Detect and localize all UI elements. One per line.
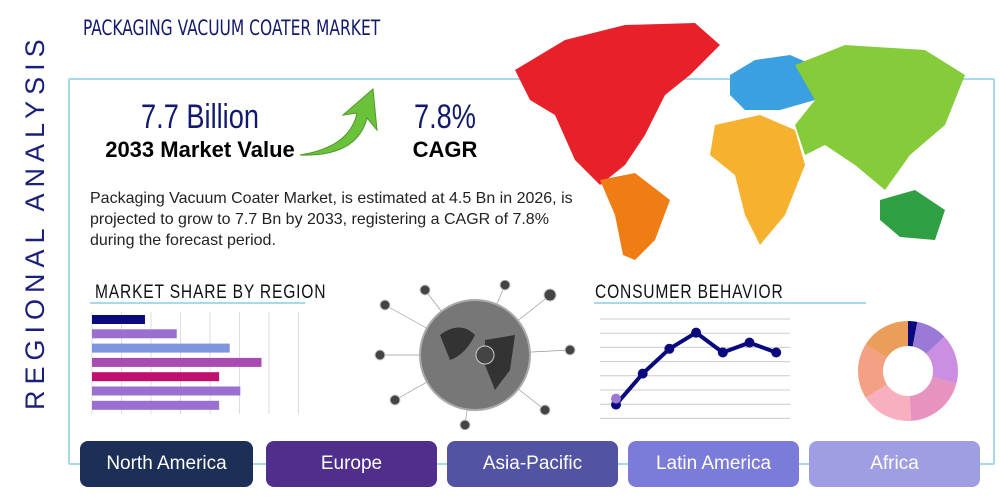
divider — [90, 302, 305, 304]
data-point — [664, 343, 675, 354]
consumer-donut-chart — [858, 321, 958, 421]
description: Packaging Vacuum Coater Market, is estim… — [90, 190, 573, 249]
data-point — [611, 393, 621, 404]
page-title: PACKAGING VACUUM COATER MARKET — [83, 16, 381, 40]
donut-slice — [912, 321, 945, 354]
market-value: 7.7 Billion — [141, 98, 259, 136]
bar — [92, 372, 220, 382]
data-point — [691, 327, 702, 338]
divider — [594, 302, 866, 304]
bar — [92, 315, 145, 324]
map-africa — [710, 115, 805, 245]
data-point — [771, 347, 782, 358]
donut-slice — [909, 377, 957, 421]
region-button-africa[interactable]: Africa — [809, 441, 980, 487]
side-label: REGIONAL ANALYSIS — [20, 33, 50, 410]
market-share-bar-chart — [91, 312, 299, 414]
donut-slice — [865, 321, 908, 358]
section-consumer-behavior: CONSUMER BEHAVIOR — [595, 282, 784, 303]
bar — [92, 343, 230, 353]
donut-slice — [865, 384, 912, 421]
data-point — [717, 347, 728, 358]
donut-slice — [908, 321, 918, 347]
map-asia — [795, 45, 965, 190]
donut-slice — [926, 336, 958, 384]
region-button-latin-america[interactable]: Latin America — [628, 441, 799, 487]
region-button-asia-pacific[interactable]: Asia-Pacific — [447, 441, 618, 487]
map-north-america — [515, 23, 720, 185]
data-point — [637, 368, 648, 379]
region-button-europe[interactable]: Europe — [266, 441, 437, 487]
cagr-value: 7.8% — [414, 98, 476, 136]
donut-slice — [858, 344, 887, 398]
region-button-north-america[interactable]: North America — [80, 441, 253, 487]
data-point — [744, 337, 755, 348]
network-globe-image — [374, 280, 576, 430]
consumer-behavior-line-chart — [600, 318, 790, 419]
bar — [92, 386, 241, 396]
growth-arrow-icon — [299, 87, 378, 156]
section-market-share: MARKET SHARE BY REGION — [95, 282, 327, 303]
map-oceania — [880, 190, 945, 240]
cagr-label: CAGR — [412, 137, 478, 162]
bar — [92, 357, 262, 367]
map-south-america — [600, 173, 670, 260]
bar — [92, 329, 177, 339]
world-map — [515, 23, 965, 260]
market-value-label: 2033 Market Value — [105, 137, 295, 162]
bar — [92, 400, 220, 410]
